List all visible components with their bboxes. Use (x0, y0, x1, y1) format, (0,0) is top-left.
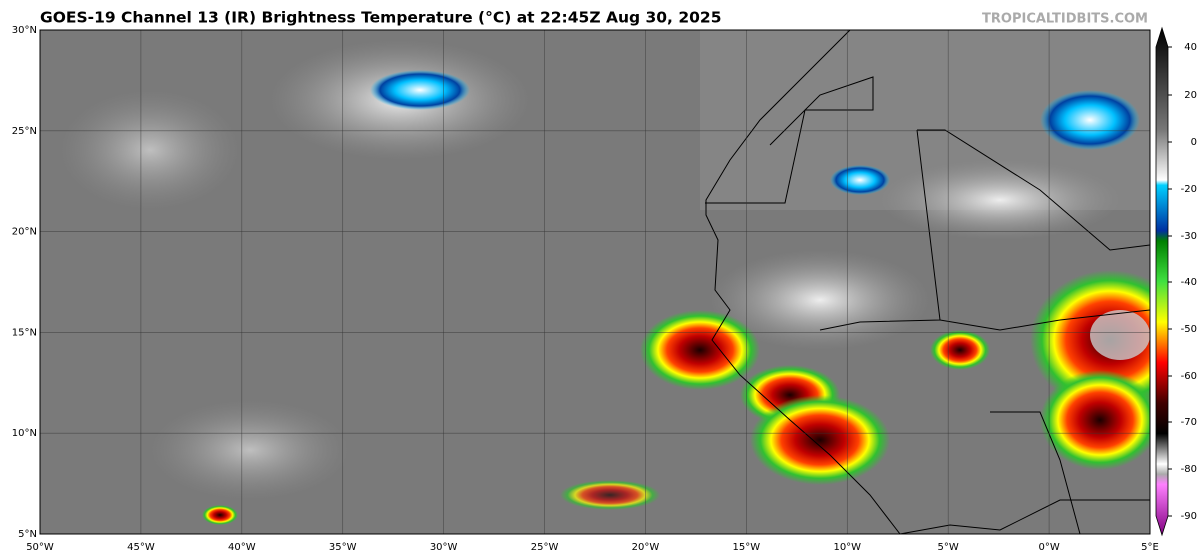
lat-label: 5°N (18, 529, 37, 540)
lon-label: 25°W (531, 542, 559, 553)
colorbar (1155, 26, 1169, 537)
satellite-image (40, 30, 1150, 534)
colorbar-label: 0 (1191, 137, 1197, 148)
colorbar-label: -70 (1181, 417, 1197, 428)
lon-label: 40°W (228, 542, 256, 553)
colorbar-label: 40 (1184, 42, 1197, 53)
watermark: TROPICALTIDBITS.COM (982, 12, 1148, 27)
lat-label: 20°N (12, 227, 37, 238)
colorbar-label: -80 (1181, 464, 1197, 475)
colorbar-label: -20 (1181, 184, 1197, 195)
lon-label: 35°W (329, 542, 357, 553)
lat-label: 30°N (12, 25, 37, 36)
colorbar-label: -90 (1181, 511, 1197, 522)
lon-label: 50°W (26, 542, 54, 553)
map-frame (39, 29, 1151, 535)
lat-label: 25°N (12, 126, 37, 137)
title: GOES-19 Channel 13 (IR) Brightness Tempe… (40, 9, 721, 27)
lat-label: 10°N (12, 428, 37, 439)
colorbar-label: 20 (1184, 90, 1197, 101)
lon-label: 5°W (938, 542, 959, 553)
colorbar-label: -40 (1181, 277, 1197, 288)
lon-label: 10°W (833, 542, 861, 553)
lon-label: 0°W (1038, 542, 1059, 553)
colorbar-label: -60 (1181, 371, 1197, 382)
lon-label: 30°W (430, 542, 458, 553)
lon-label: 5°E (1141, 542, 1159, 553)
lon-label: 20°W (632, 542, 660, 553)
lon-label: 15°W (733, 542, 761, 553)
lat-label: 15°N (12, 327, 37, 338)
colorbar-label: -30 (1181, 231, 1197, 242)
colorbar-label: -50 (1181, 324, 1197, 335)
lon-label: 45°W (127, 542, 155, 553)
